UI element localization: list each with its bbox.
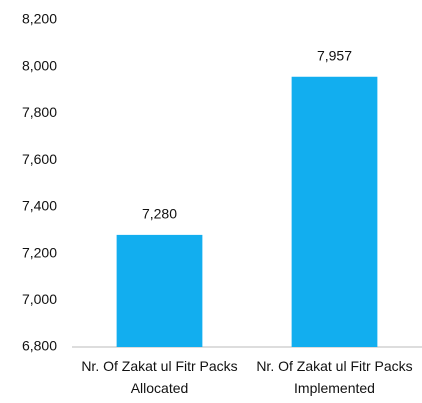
value-label: 7,957	[317, 47, 352, 63]
y-tick-label: 8,200	[22, 11, 57, 27]
bar	[116, 234, 203, 347]
x-tick-label: Nr. Of Zakat ul Fitr Packs Allocated	[81, 358, 238, 396]
value-label: 7,280	[142, 206, 177, 222]
y-tick-label: 7,600	[22, 151, 57, 167]
y-tick-label: 7,800	[22, 104, 57, 120]
y-tick-label: 7,400	[22, 198, 57, 214]
y-tick-label: 7,200	[22, 244, 57, 260]
bar	[291, 76, 378, 347]
y-tick-label: 6,800	[22, 338, 57, 354]
y-tick-label: 7,000	[22, 291, 57, 307]
x-tick-label: Nr. Of Zakat ul Fitr Packs Implemented	[256, 358, 413, 396]
y-tick-label: 8,000	[22, 57, 57, 73]
